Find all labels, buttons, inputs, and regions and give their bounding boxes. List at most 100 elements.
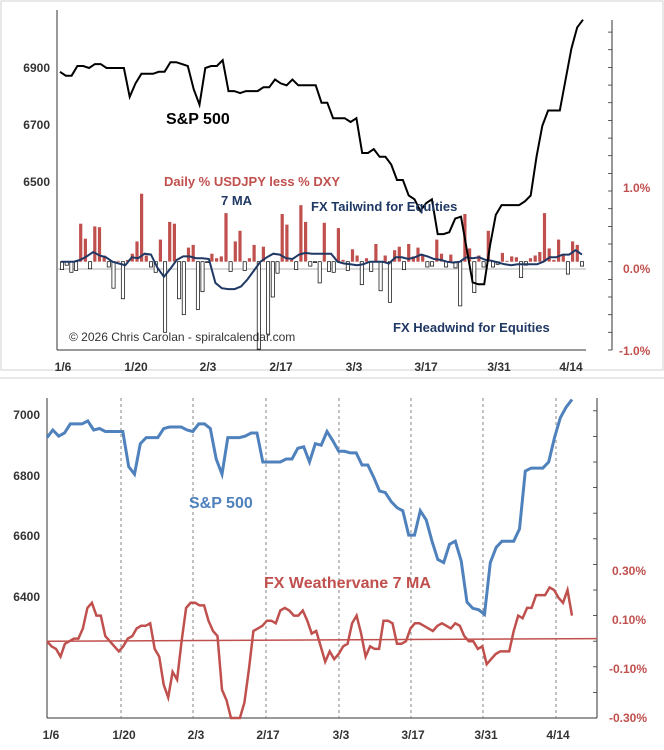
bottom-right-tick: -0.10% (609, 662, 647, 676)
fx-daily-bar (93, 226, 97, 262)
top-y-tick: 6500 (23, 175, 50, 189)
top-x-tick: 1/6 (55, 360, 72, 374)
top-y-tick: 6700 (23, 118, 50, 132)
weathervane-trendline (46, 637, 598, 642)
fx-daily-bar (172, 223, 176, 262)
bottom-y-tick: 6600 (13, 529, 40, 543)
fx-daily-bar (458, 261, 463, 307)
fx-daily-bar (120, 261, 125, 300)
fx-daily-bar (280, 214, 284, 262)
fx-daily-bar (69, 261, 74, 273)
fx-daily-bar (421, 255, 425, 262)
top-x-tick: 2/3 (200, 360, 217, 374)
fx-daily-bar (547, 248, 551, 262)
fx-daily-bar (472, 261, 477, 293)
fx-daily-bar (106, 261, 111, 268)
fx-daily-bar (238, 230, 242, 262)
fx-daily-bar (491, 261, 495, 268)
sp500-label-bottom: S&P 500 (189, 495, 253, 512)
fx-daily-bar (439, 253, 444, 262)
top-chart: 6900 6700 6500 1.0% 0.0% -1.0% 1/6 1/20 … (0, 0, 664, 374)
fx-daily-bar (308, 261, 313, 267)
weathervane-label: FX Weathervane 7 MA (264, 575, 431, 592)
top-chart-frame (0, 0, 664, 371)
fx-daily-bar (181, 261, 186, 316)
copyright-text: © 2026 Chris Carolan - spiralcalendar.co… (69, 330, 295, 344)
fx-daily-bar (205, 261, 210, 263)
fx-daily-bar (350, 249, 355, 262)
top-y-tick: 6900 (23, 61, 50, 75)
bottom-right-tick: 0.30% (612, 564, 646, 578)
fx-daily-bar (247, 258, 251, 262)
fx-daily-bar (275, 261, 280, 274)
fx-daily-bar (331, 261, 336, 273)
sp500-line-bottom (45, 398, 574, 618)
fx-daily-bar (158, 239, 162, 262)
fx-daily-bar (481, 261, 486, 268)
date-gridlines (120, 398, 557, 718)
tailwind-label: FX Tailwind for Equities (311, 199, 457, 214)
top-x-tick: 1/20 (124, 360, 148, 374)
bottom-x-tick: 3/17 (401, 728, 425, 742)
fx-daily-bar (163, 261, 168, 333)
fx-daily-bar (425, 261, 430, 268)
fx-daily-bar (289, 259, 294, 262)
bottom-axis-ticks: 7000 6800 6600 6400 0.30% 0.10% -0.10% -… (13, 408, 647, 742)
ma-label: 7 MA (221, 193, 253, 208)
fx-daily-bar (322, 222, 326, 262)
fx-daily-bar (565, 261, 570, 275)
fx-daily-bar (299, 205, 303, 262)
fx-daily-bar (242, 261, 247, 271)
fx-daily-bar (341, 259, 345, 262)
fx-daily-bar (313, 261, 317, 263)
weathervane-line (46, 585, 574, 720)
fx-daily-bar (317, 261, 322, 284)
fx-daily-bar (195, 261, 200, 310)
fx-daily-bar (407, 244, 411, 262)
fx-daily-bar (416, 247, 420, 262)
bottom-x-tick: 4/14 (546, 728, 570, 742)
fx-daily-bar (327, 261, 331, 272)
fx-daily-bar (369, 261, 374, 272)
top-right-minor-ticks (608, 31, 612, 351)
fx-daily-bar (542, 213, 547, 262)
fx-daily-bar (402, 261, 406, 270)
fx-daily-bar (528, 258, 533, 262)
fx-daily-bars (60, 193, 584, 350)
fx-daily-bar (261, 246, 265, 262)
top-axis-ticks: 6900 6700 6500 1.0% 0.0% -1.0% 1/6 1/20 … (23, 61, 650, 374)
fx-daily-bar (111, 261, 116, 289)
fx-daily-bar (233, 241, 237, 262)
fx-daily-bar (580, 261, 584, 267)
sp500-label-top: S&P 500 (166, 111, 230, 128)
top-x-tick: 3/17 (414, 360, 438, 374)
sp500-line-top (59, 19, 584, 286)
top-x-tick: 3/31 (487, 360, 511, 374)
bottom-x-tick: 2/17 (256, 728, 280, 742)
fx-daily-bar (468, 248, 472, 262)
fx-daily-bar (393, 250, 397, 262)
fx-daily-bar (336, 228, 340, 262)
fx-daily-bar (294, 261, 299, 270)
fx-daily-bar (285, 224, 289, 262)
fx-daily-bar (557, 239, 561, 262)
fx-daily-bar (256, 261, 261, 350)
fx-daily-bar (252, 244, 256, 262)
fx-daily-bar (168, 221, 172, 262)
fx-daily-bar (397, 246, 401, 262)
fx-daily-bar (149, 261, 153, 268)
fx-daily-bar (186, 247, 191, 262)
fx-daily-bar (449, 254, 453, 262)
fx-7ma-line (61, 248, 583, 291)
bar-series-label: Daily % USDJPY less % DXY (164, 174, 340, 189)
fx-daily-bar (505, 260, 509, 262)
fx-daily-bar (88, 261, 93, 270)
fx-daily-bar (191, 244, 195, 262)
fx-daily-bar (378, 261, 383, 292)
top-right-tick: 0.0% (623, 262, 651, 276)
fx-daily-bar (60, 261, 64, 270)
fx-daily-bar (304, 221, 308, 262)
fx-daily-bar (533, 255, 537, 262)
fx-daily-bar (210, 253, 214, 262)
